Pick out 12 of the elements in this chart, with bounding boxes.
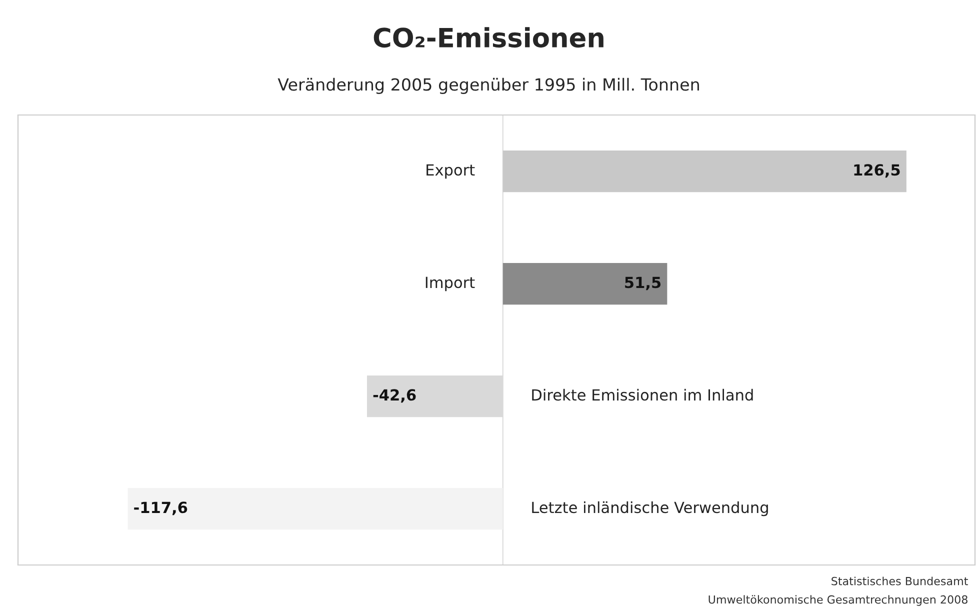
text: Umweltökonomische Gesamtrechnungen 2008 (708, 595, 968, 606)
data-label: 51,5 (625, 276, 661, 290)
data-label: 126,5 (854, 164, 900, 178)
y-tick-label: Direkte Emissionen im Inland (532, 388, 753, 401)
data-label: -117,6 (134, 502, 188, 516)
data-label: -42,6 (373, 389, 416, 403)
chart-title: CO₂-Emissionen (374, 27, 604, 48)
y-tick-label: Import (426, 276, 475, 292)
y-tick-label: Export (426, 164, 475, 179)
text: Statistisches Bundesamt (832, 576, 968, 586)
y-tick-label: Letzte inländische Verwendung (532, 501, 768, 516)
chart-subtitle: Veränderung 2005 gegenüber 1995 in Mill. Tonnen (278, 78, 699, 94)
